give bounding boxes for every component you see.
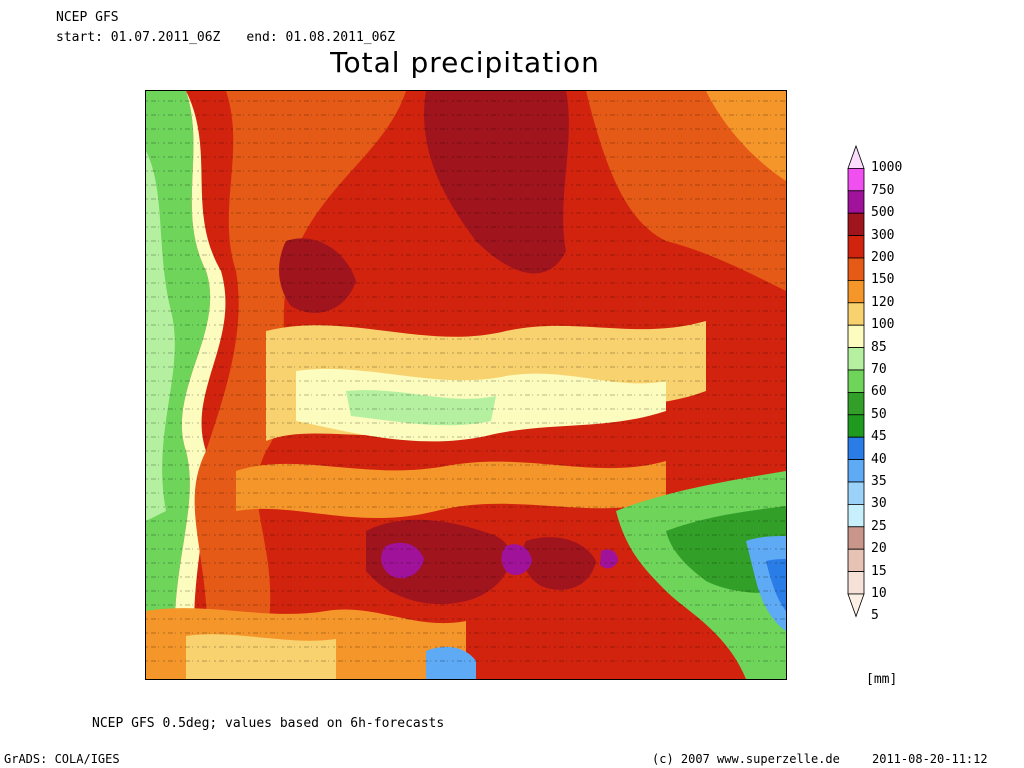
legend-swatch	[847, 302, 865, 326]
start-date: 01.07.2011_06Z	[110, 30, 221, 45]
legend-level-label: 40	[871, 451, 887, 467]
legend-level-label: 30	[871, 496, 887, 512]
software-credit: GrADS: COLA/IGES	[4, 752, 120, 766]
end-label: end:	[246, 30, 278, 45]
legend-level-label: 35	[871, 474, 887, 489]
legend-level-label: 50	[871, 406, 887, 422]
legend-level-label: 500	[871, 205, 895, 221]
copyright-notice: (c) 2007 www.superzelle.de	[652, 752, 840, 766]
legend-level-label: 150	[871, 272, 895, 288]
legend-level-label: 15	[871, 563, 887, 579]
legend-swatch	[847, 571, 865, 595]
legend-swatch	[847, 391, 865, 416]
precipitation-field	[146, 91, 786, 679]
legend-level-label: 1000	[871, 160, 903, 176]
legend-swatch	[847, 279, 865, 304]
legend-swatch	[847, 144, 865, 169]
legend-swatch	[847, 593, 865, 618]
end-date: 01.08.2011_06Z	[285, 30, 396, 45]
legend-level-label: 45	[871, 429, 887, 445]
legend-level-label: 10	[871, 586, 887, 601]
start-label: start:	[56, 30, 103, 45]
legend-swatch	[847, 347, 865, 371]
forecast-period: start: 01.07.2011_06Z end: 01.08.2011_06Z	[56, 30, 395, 45]
legend-level-label: 120	[871, 294, 895, 310]
legend-level-label: 70	[871, 362, 887, 377]
generation-timestamp: 2011-08-20-11:12	[872, 752, 988, 766]
precipitation-map	[145, 90, 787, 680]
footer-note: NCEP GFS 0.5deg; values based on 6h-fore…	[92, 716, 445, 731]
legend-level-label: 200	[871, 250, 895, 265]
legend-swatch	[847, 436, 865, 461]
legend-swatch	[847, 414, 865, 438]
legend-swatch	[847, 459, 865, 483]
legend-swatch	[847, 190, 865, 214]
legend-swatch	[847, 257, 865, 281]
legend-level-label: 20	[871, 541, 887, 557]
legend-level-label: 60	[871, 384, 887, 400]
legend-level-label: 750	[871, 182, 895, 198]
color-legend	[847, 144, 865, 618]
legend-swatch	[847, 168, 865, 192]
legend-swatch	[847, 548, 865, 573]
legend-swatch	[847, 481, 865, 505]
legend-level-label: 85	[871, 339, 887, 355]
legend-swatch	[847, 235, 865, 259]
unit-label: [mm]	[866, 672, 898, 687]
model-name: NCEP GFS	[56, 10, 119, 25]
legend-level-label: 25	[871, 518, 887, 534]
legend-swatch	[847, 369, 865, 393]
legend-level-label: 300	[871, 227, 895, 243]
legend-swatch	[847, 324, 865, 348]
map-title: Total precipitation	[330, 46, 600, 79]
legend-swatch	[847, 212, 865, 236]
legend-level-label: 100	[871, 317, 895, 333]
legend-swatch	[847, 526, 865, 550]
legend-level-label: 5	[871, 608, 879, 624]
legend-swatch	[847, 503, 865, 528]
